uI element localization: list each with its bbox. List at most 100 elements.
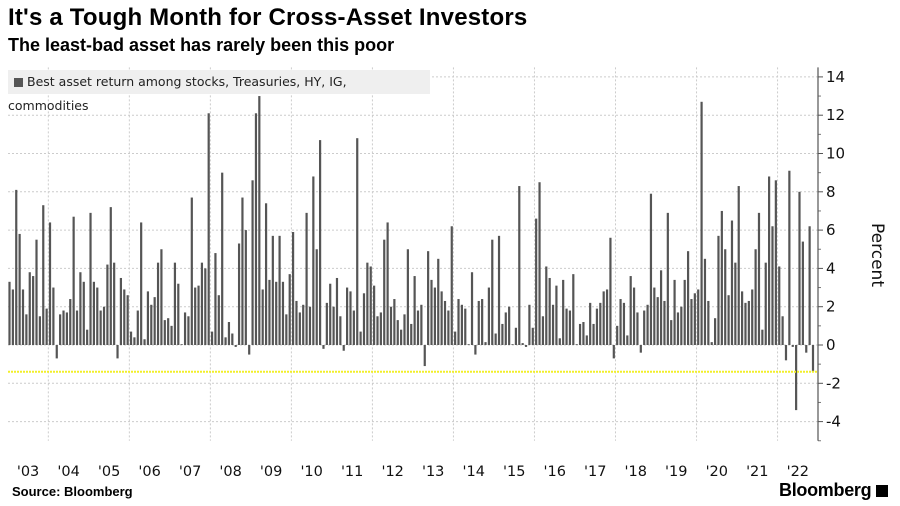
bar	[508, 306, 511, 345]
bar	[241, 197, 244, 345]
bar	[302, 304, 305, 345]
bar	[62, 310, 65, 345]
bar	[322, 345, 325, 349]
bar	[592, 323, 595, 345]
bar	[636, 312, 639, 345]
y-tick-label: 8	[826, 183, 836, 201]
bar	[609, 237, 612, 345]
bar	[518, 186, 521, 345]
legend: Best asset return among stocks, Treasuri…	[8, 70, 430, 113]
bar	[514, 327, 518, 345]
bar	[400, 329, 403, 345]
x-tick-label: '11	[341, 464, 363, 480]
bar	[582, 322, 585, 345]
bar	[764, 262, 767, 345]
bar	[805, 345, 808, 353]
x-tick-label: '16	[544, 464, 566, 480]
bar	[96, 287, 99, 345]
bar	[494, 333, 497, 345]
bar	[757, 212, 761, 345]
x-tick-label: '13	[422, 464, 444, 480]
bar	[801, 241, 804, 345]
x-tick-label: '18	[625, 464, 647, 480]
bar	[366, 262, 369, 345]
bar	[474, 345, 477, 355]
bar	[275, 281, 278, 345]
bar	[116, 345, 119, 359]
bar	[460, 304, 463, 345]
bar	[224, 337, 227, 345]
bar	[183, 312, 187, 345]
bar	[676, 312, 680, 345]
bar	[616, 325, 619, 345]
bar	[177, 283, 180, 345]
bar	[535, 218, 538, 345]
bar	[153, 297, 156, 345]
bar	[737, 186, 740, 345]
bar	[447, 310, 450, 345]
bar	[332, 306, 335, 345]
bar	[524, 345, 528, 347]
bar	[643, 310, 646, 345]
bar	[325, 302, 328, 345]
bar	[558, 338, 561, 345]
bar	[207, 113, 210, 345]
bar	[329, 283, 332, 345]
y-axis: 14 12 10 8 6 4 2 0 -2 -4	[817, 67, 845, 442]
bar	[504, 312, 507, 345]
bar	[565, 308, 568, 345]
bar	[481, 299, 484, 345]
bar	[666, 212, 669, 345]
bar	[410, 323, 413, 345]
bar	[295, 300, 298, 345]
bar	[717, 235, 720, 345]
bar	[143, 339, 146, 345]
bar	[248, 345, 251, 355]
bar	[281, 281, 285, 345]
bar	[605, 289, 609, 345]
y-tick-label: 2	[826, 298, 836, 316]
bar	[315, 249, 318, 345]
bar	[413, 276, 416, 345]
bar	[572, 274, 575, 345]
bar	[369, 266, 372, 345]
bar	[298, 312, 301, 345]
bar	[170, 325, 173, 345]
bar	[35, 239, 38, 345]
bar	[167, 318, 170, 345]
bar	[548, 277, 551, 345]
bar	[788, 170, 791, 345]
bar	[703, 258, 707, 345]
bar	[335, 277, 339, 345]
bar	[491, 239, 494, 345]
bar	[346, 287, 349, 345]
bar	[126, 295, 129, 345]
bar	[585, 335, 588, 345]
bar	[656, 297, 659, 345]
bar	[589, 302, 592, 345]
gridlines	[8, 67, 818, 441]
bar	[464, 308, 467, 345]
bar	[467, 344, 470, 345]
bars	[8, 96, 815, 411]
bar	[373, 285, 376, 345]
bar	[264, 203, 268, 345]
bar	[55, 345, 58, 359]
bar	[379, 312, 382, 345]
x-tick-label: '06	[138, 464, 160, 480]
bar	[133, 337, 136, 345]
bar	[619, 299, 622, 345]
x-tick-label: '22	[787, 464, 809, 480]
bar	[612, 345, 615, 359]
bar	[312, 176, 315, 345]
bar	[730, 220, 734, 345]
bar	[187, 316, 190, 345]
bar	[25, 314, 28, 345]
bar	[747, 300, 750, 345]
bar	[318, 140, 322, 345]
bar	[720, 210, 723, 345]
x-tick-label: '14	[462, 464, 484, 480]
bar	[291, 232, 295, 345]
bar	[599, 302, 602, 345]
